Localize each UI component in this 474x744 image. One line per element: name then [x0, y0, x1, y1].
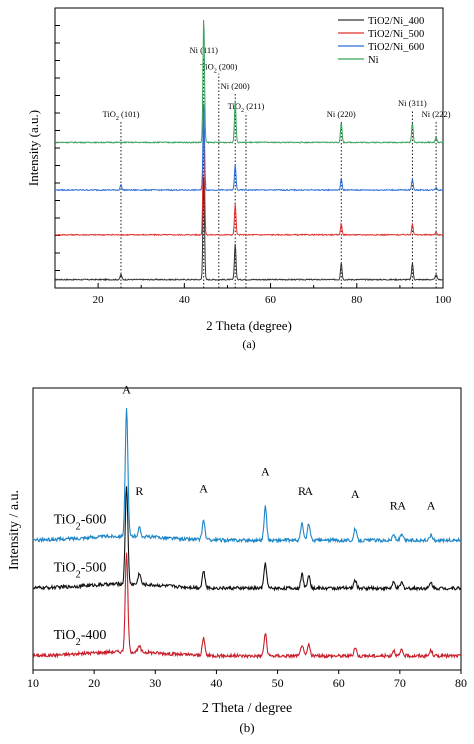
- legend-entry: TiO2/Ni_400: [368, 16, 424, 27]
- x-tick-label: 80: [351, 294, 363, 306]
- x-tick-label: 80: [455, 676, 467, 690]
- x-tick-label: 60: [333, 676, 345, 690]
- chart-a-x-ticks: 20 40 60 80 100: [54, 283, 452, 306]
- chart-b-panel-label: (b): [239, 720, 254, 735]
- chart-a-series: [54, 19, 444, 282]
- x-tick-label: 40: [210, 676, 222, 690]
- reference-line-label: TiO2 (101): [102, 109, 139, 122]
- series-label: TiO2-600: [54, 512, 107, 532]
- x-tick-label: 50: [272, 676, 284, 690]
- x-tick-label: 10: [27, 676, 39, 690]
- peak-label: A: [199, 481, 208, 495]
- series-label: TiO2-500: [54, 560, 107, 580]
- x-tick-label: 20: [93, 294, 105, 306]
- reference-line-label: Ni (311): [398, 98, 427, 108]
- reference-line-label: Ni (220): [327, 109, 356, 119]
- chart-a-legend: TiO2/Ni_400 TiO2/Ni_500 TiO2/Ni_600 Ni: [338, 16, 424, 66]
- x-tick-label: 30: [149, 676, 161, 690]
- chart-a: 20 40 60 80 100 TiO2 (101)Ni (111)TiO2 (200)…: [26, 7, 452, 351]
- peak-label: R: [390, 498, 398, 512]
- chart-b-series: [32, 407, 462, 660]
- chart-b-xlabel: 2 Theta / degree: [202, 701, 292, 716]
- peak-label: A: [427, 498, 436, 512]
- x-tick-label: 20: [88, 676, 100, 690]
- series-line: [54, 176, 444, 282]
- x-tick-label: 40: [179, 294, 191, 306]
- chart-b-series-labels: TiO2-400 TiO2-500 TiO2-600: [54, 512, 107, 647]
- chart-a-panel-label: (a): [242, 337, 255, 351]
- chart-a-ylabel: Intensity (a.u.): [26, 110, 41, 186]
- x-tick-label: 60: [265, 294, 277, 306]
- x-tick-label: 100: [435, 294, 452, 306]
- series-line: [32, 486, 462, 592]
- chart-a-y-ticks: [55, 7, 60, 289]
- chart-b-ylabel: Intensity / a.u.: [7, 490, 22, 570]
- legend-entry: TiO2/Ni_600: [368, 42, 424, 53]
- series-line: [32, 407, 462, 544]
- legend-entry: TiO2/Ni_500: [368, 29, 424, 40]
- series-line: [54, 117, 444, 237]
- chart-b-x-ticks: 10 20 30 40 50 60 70 80: [27, 670, 467, 690]
- reference-line-label: Ni (200): [221, 81, 250, 91]
- series-line: [54, 103, 444, 192]
- reference-line-label: Ni (222): [422, 109, 451, 119]
- reference-line-label: TiO2 (211): [228, 101, 265, 114]
- peak-label: A: [351, 487, 360, 501]
- x-tick-label: 70: [394, 676, 406, 690]
- peak-label: A: [122, 383, 131, 397]
- peak-label: R: [298, 484, 306, 498]
- reference-line-label: TiO2 (200): [200, 62, 237, 75]
- series-label: TiO2-400: [54, 628, 107, 648]
- peak-label: A: [397, 498, 406, 512]
- legend-entry: Ni: [368, 55, 379, 66]
- chart-a-xlabel: 2 Theta (degree): [206, 318, 292, 333]
- chart-b-frame: [32, 387, 462, 671]
- peak-label: A: [261, 464, 270, 478]
- chart-a-reference-lines: TiO2 (101)Ni (111)TiO2 (200)Ni (200)TiO2…: [102, 45, 451, 288]
- chart-a-plot: 20 40 60 80 100 TiO2 (101)Ni (111)TiO2 (200)…: [54, 7, 452, 306]
- series-line: [54, 19, 444, 145]
- peak-label: R: [135, 484, 143, 498]
- peak-label: A: [304, 484, 313, 498]
- series-line: [32, 552, 462, 660]
